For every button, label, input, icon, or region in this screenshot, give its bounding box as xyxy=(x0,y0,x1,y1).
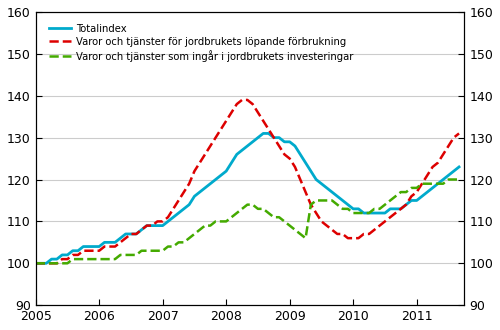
Line: Varor och tjänster som ingår i jordbrukets investeringar: Varor och tjänster som ingår i jordbruke… xyxy=(36,180,459,263)
Varor och tjänster som ingår i jordbrukets investeringar xyxy=(266,211,272,215)
Totalindex xyxy=(350,207,356,211)
Totalindex xyxy=(302,161,308,165)
Totalindex xyxy=(419,194,425,198)
Varor och tjänster för jordbrukets löpande förbrukning xyxy=(456,131,462,135)
Totalindex xyxy=(271,136,277,140)
Varor och tjänster för jordbrukets löpande förbrukning xyxy=(403,203,409,207)
Varor och tjänster som ingår i jordbrukets investeringar xyxy=(298,232,304,236)
Varor och tjänster som ingår i jordbrukets investeringar xyxy=(414,186,420,190)
Varor och tjänster som ingår i jordbrukets investeringar xyxy=(446,178,452,182)
Varor och tjänster för jordbrukets löpande förbrukning xyxy=(350,236,356,240)
Varor och tjänster som ingår i jordbrukets investeringar xyxy=(376,207,382,211)
Totalindex xyxy=(403,203,409,207)
Varor och tjänster för jordbrukets löpande förbrukning xyxy=(239,98,245,102)
Varor och tjänster som ingår i jordbrukets investeringar xyxy=(456,178,462,182)
Line: Varor och tjänster för jordbrukets löpande förbrukning: Varor och tjänster för jordbrukets löpan… xyxy=(36,100,459,263)
Varor och tjänster för jordbrukets löpande förbrukning xyxy=(271,136,277,140)
Varor och tjänster som ingår i jordbrukets investeringar xyxy=(398,190,404,194)
Varor och tjänster för jordbrukets löpande förbrukning xyxy=(32,261,38,265)
Totalindex xyxy=(32,261,38,265)
Varor och tjänster för jordbrukets löpande förbrukning xyxy=(382,219,388,223)
Varor och tjänster som ingår i jordbrukets investeringar xyxy=(345,207,351,211)
Varor och tjänster för jordbrukets löpande förbrukning xyxy=(302,190,308,194)
Varor och tjänster som ingår i jordbrukets investeringar xyxy=(32,261,38,265)
Legend: Totalindex, Varor och tjänster för jordbrukets löpande förbrukning, Varor och tj: Totalindex, Varor och tjänster för jordb… xyxy=(45,20,358,66)
Totalindex xyxy=(382,211,388,215)
Varor och tjänster för jordbrukets löpande förbrukning xyxy=(419,182,425,186)
Totalindex xyxy=(456,165,462,169)
Line: Totalindex: Totalindex xyxy=(36,133,459,263)
Totalindex xyxy=(260,131,266,135)
